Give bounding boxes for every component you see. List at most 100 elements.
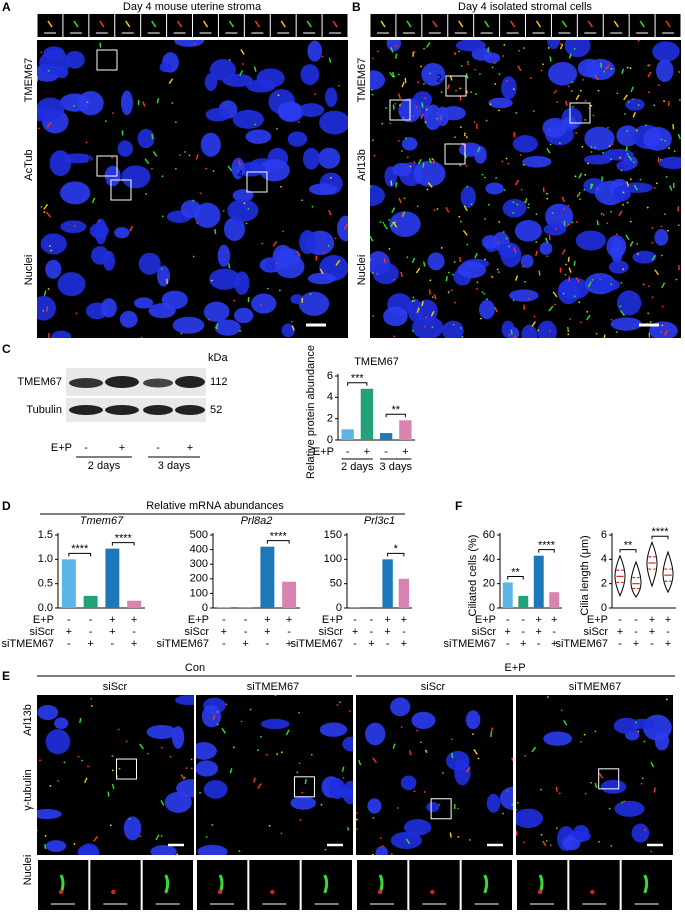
puncta <box>455 89 457 92</box>
cilium <box>83 777 88 784</box>
inset-cilium <box>587 20 593 28</box>
puncta <box>238 850 241 852</box>
nucleus <box>201 704 222 728</box>
band <box>143 378 173 388</box>
puncta <box>406 256 409 259</box>
y-tick-label: 40 <box>483 553 495 565</box>
y-tick-label: 4 <box>327 391 333 403</box>
y-tick-label: 0 <box>327 434 333 446</box>
condition-sign: - <box>370 626 374 638</box>
condition-sign: - <box>370 614 374 626</box>
puncta <box>645 124 647 127</box>
puncta <box>160 268 163 270</box>
puncta <box>598 840 600 843</box>
nucleus <box>319 722 348 737</box>
nucleus <box>298 291 330 316</box>
puncta <box>394 221 397 224</box>
inset-cilium <box>535 20 542 28</box>
panel-letter: C <box>2 342 11 356</box>
puncta <box>484 176 486 179</box>
puncta <box>243 202 246 205</box>
puncta <box>412 115 415 117</box>
condition-sign: - <box>111 638 115 650</box>
puncta <box>192 199 195 202</box>
puncta <box>280 185 282 188</box>
cilium <box>661 282 666 289</box>
puncta <box>473 121 476 124</box>
puncta <box>311 205 314 208</box>
group-label: Con <box>185 662 205 674</box>
puncta <box>44 834 47 837</box>
cilium <box>328 57 332 63</box>
cilium <box>383 223 388 230</box>
puncta <box>240 720 243 723</box>
bar <box>341 429 354 440</box>
nucleus <box>148 303 176 319</box>
puncta <box>222 210 225 212</box>
bar <box>360 388 374 440</box>
puncta <box>639 178 642 181</box>
puncta <box>583 733 586 736</box>
puncta <box>580 740 582 743</box>
inset-cilium <box>47 20 53 28</box>
cilium <box>473 748 478 755</box>
puncta <box>382 221 385 224</box>
nucleus <box>159 62 172 73</box>
puncta <box>458 50 460 53</box>
puncta <box>403 197 406 200</box>
nucleus <box>37 704 59 721</box>
nucleus <box>632 250 657 264</box>
puncta <box>636 253 639 255</box>
puncta <box>548 129 551 131</box>
puncta <box>519 154 522 156</box>
cilium <box>421 102 424 108</box>
y-tick-label: 4 <box>601 553 607 565</box>
puncta <box>497 271 500 274</box>
puncta <box>620 169 623 172</box>
nucleus <box>91 246 110 265</box>
bar <box>398 578 410 608</box>
puncta <box>388 248 391 250</box>
nucleus <box>656 59 674 83</box>
nucleus <box>172 316 205 334</box>
cilium <box>180 773 185 780</box>
y-tick-label: 1.5 <box>38 529 53 541</box>
cilium <box>650 761 655 768</box>
puncta <box>610 844 613 847</box>
puncta <box>591 278 594 281</box>
nucleus <box>426 801 440 813</box>
puncta <box>602 213 605 216</box>
nucleus <box>625 98 645 111</box>
puncta <box>584 792 587 795</box>
nucleus <box>442 320 464 338</box>
puncta <box>423 47 425 50</box>
puncta <box>461 336 464 338</box>
condition-label: siScr <box>30 626 55 638</box>
puncta <box>512 88 515 91</box>
channel-label: Nuclei <box>22 855 34 886</box>
puncta <box>424 97 427 100</box>
condition-sign: + <box>364 446 370 458</box>
puncta <box>125 740 128 743</box>
puncta <box>608 145 611 147</box>
nucleus <box>367 798 382 814</box>
inset-thumb <box>569 860 620 910</box>
nucleus <box>602 148 634 161</box>
condition-sign: + <box>264 626 270 638</box>
condition-label: siScr <box>319 626 344 638</box>
condition-label: E+P <box>475 614 496 626</box>
puncta <box>546 696 549 698</box>
nucleus <box>40 233 67 255</box>
puncta <box>381 122 383 125</box>
cilium <box>514 179 520 186</box>
puncta <box>232 746 235 749</box>
condition-sign: + <box>286 614 292 626</box>
western-blot <box>66 368 206 422</box>
condition-sign: - <box>353 614 357 626</box>
nucleus <box>203 301 230 322</box>
puncta <box>42 309 45 312</box>
puncta <box>301 199 303 202</box>
roi-box <box>246 171 268 193</box>
condition-sign: + <box>551 638 557 650</box>
puncta <box>573 48 576 50</box>
